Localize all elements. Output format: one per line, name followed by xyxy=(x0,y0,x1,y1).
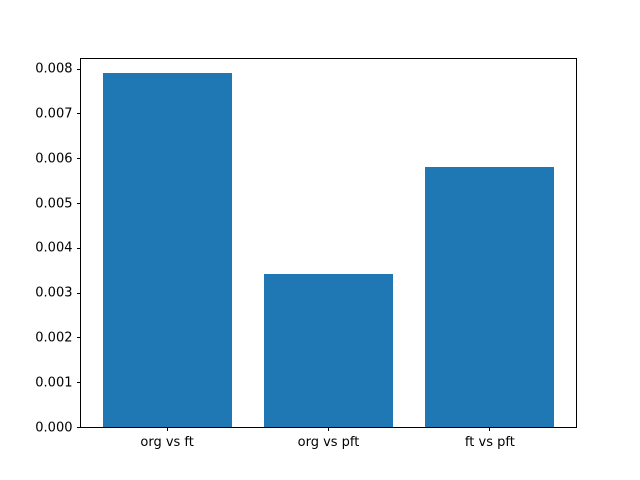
y-tick-label: 0.007 xyxy=(35,106,73,122)
y-tick-label: 0.005 xyxy=(35,196,73,212)
y-tick-label: 0.008 xyxy=(35,61,73,77)
y-tick-mark xyxy=(76,247,80,249)
y-tick-mark xyxy=(76,158,80,160)
bar xyxy=(263,274,394,427)
y-tick-mark xyxy=(76,382,80,384)
y-tick-label: 0.006 xyxy=(35,151,73,167)
y-tick-mark xyxy=(76,203,80,205)
y-tick-mark xyxy=(76,113,80,115)
bar xyxy=(425,166,555,427)
x-tick-label: org vs ft xyxy=(140,435,194,450)
y-tick-label: 0.000 xyxy=(35,420,73,435)
x-tick-mark xyxy=(489,427,491,431)
y-tick-mark xyxy=(76,427,80,428)
plot-area xyxy=(80,57,577,428)
y-tick-label: 0.001 xyxy=(35,375,73,391)
y-tick-label: 0.003 xyxy=(35,285,73,301)
y-tick-label: 0.004 xyxy=(35,240,73,256)
y-tick-mark xyxy=(76,292,80,294)
x-tick-label: org vs pft xyxy=(297,435,360,450)
y-tick-mark xyxy=(76,68,80,70)
bar xyxy=(102,72,232,427)
x-tick-mark xyxy=(328,427,329,431)
x-tick-label: ft vs pft xyxy=(464,435,515,450)
y-tick-mark xyxy=(76,337,80,339)
y-tick-label: 0.002 xyxy=(35,330,73,346)
x-tick-mark xyxy=(166,427,168,431)
